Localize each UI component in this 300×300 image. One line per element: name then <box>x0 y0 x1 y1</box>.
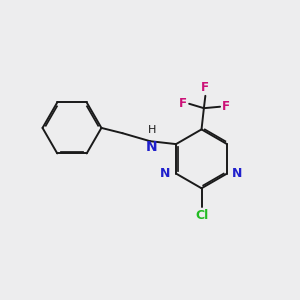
Text: F: F <box>201 81 209 94</box>
Text: H: H <box>148 125 156 135</box>
Text: Cl: Cl <box>195 209 208 222</box>
Text: N: N <box>232 167 243 180</box>
Text: F: F <box>179 97 187 110</box>
Text: N: N <box>146 140 158 154</box>
Text: N: N <box>160 167 171 180</box>
Text: F: F <box>222 100 230 113</box>
